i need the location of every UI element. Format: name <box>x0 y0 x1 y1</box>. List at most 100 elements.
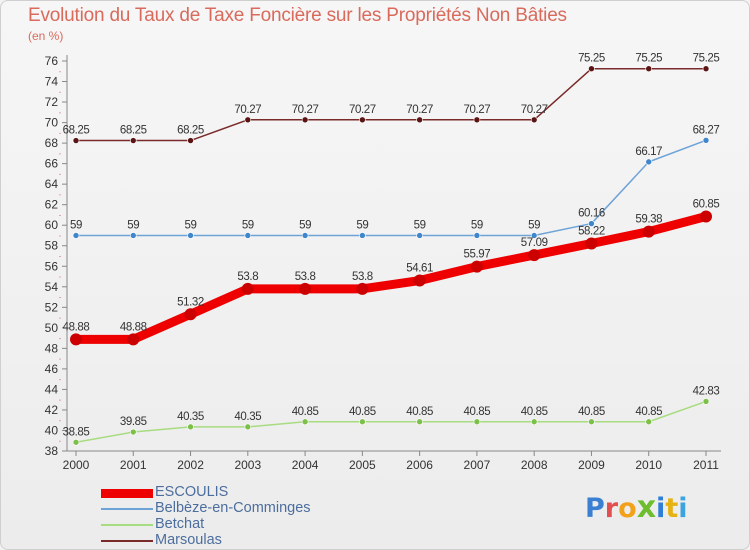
data-point <box>413 274 426 287</box>
data-label-escoulis: 59.38 <box>635 214 662 226</box>
data-label-marsoulas: 75.25 <box>635 53 662 65</box>
data-label-escoulis: 54.61 <box>406 263 433 275</box>
y-tick-label: 68 <box>45 136 59 150</box>
y-tick-label: 62 <box>45 198 59 212</box>
data-label-belb-ze-en-comminges: 66.17 <box>635 146 662 158</box>
logo-letter: r <box>604 493 619 524</box>
data-label-marsoulas: 68.25 <box>63 125 90 137</box>
x-tick-label: 2001 <box>120 458 147 472</box>
data-label-betchat: 40.85 <box>521 406 548 418</box>
y-tick-label: 56 <box>45 259 59 273</box>
y-tick-label: 48 <box>45 341 59 355</box>
y-tick-label: 76 <box>45 54 59 68</box>
logo-letter: i <box>656 493 666 524</box>
legend-swatch <box>101 524 153 526</box>
y-tick-label: 38 <box>45 444 59 458</box>
y-tick-label: 40 <box>45 423 59 437</box>
data-label-escoulis: 58.22 <box>578 225 605 237</box>
legend-item-betchat: Betchat <box>101 516 421 533</box>
data-point <box>241 282 254 295</box>
logo-letter: t <box>665 493 679 524</box>
y-tick-label: 50 <box>45 321 59 335</box>
y-tick-label: 64 <box>45 177 59 191</box>
data-label-betchat: 39.85 <box>120 416 147 428</box>
data-label-marsoulas: 70.27 <box>292 104 319 116</box>
x-tick-label: 2006 <box>406 458 433 472</box>
data-label-betchat: 40.85 <box>578 406 605 418</box>
data-point <box>359 418 366 426</box>
x-tick-label: 2002 <box>177 458 204 472</box>
data-point <box>473 116 481 124</box>
series-belb-ze-en-comminges <box>72 137 710 239</box>
data-point <box>184 308 197 321</box>
legend-swatch <box>101 488 153 498</box>
data-label-betchat: 40.85 <box>292 406 319 418</box>
legend-label: Belbèze-en-Comminges <box>155 500 311 516</box>
data-label-belb-ze-en-comminges: 59 <box>528 219 540 231</box>
data-label-belb-ze-en-comminges: 60.16 <box>578 208 605 220</box>
data-label-marsoulas: 70.27 <box>234 104 261 116</box>
data-point <box>470 260 483 273</box>
data-label-betchat: 38.85 <box>63 426 90 438</box>
data-label-betchat: 40.85 <box>406 406 433 418</box>
legend-item-marsoulas: Marsoulas <box>101 532 421 549</box>
data-label-marsoulas: 68.25 <box>177 125 204 137</box>
data-label-marsoulas: 70.27 <box>464 104 491 116</box>
logo-letter: i <box>678 493 688 524</box>
logo-letter: x <box>636 490 657 525</box>
data-point <box>702 65 710 72</box>
chart-title: Evolution du Taux de Taxe Foncière sur l… <box>28 5 567 26</box>
y-tick-label: 58 <box>45 239 59 253</box>
x-tick-label: 2010 <box>635 458 662 472</box>
data-label-belb-ze-en-comminges: 59 <box>471 219 483 231</box>
data-point <box>530 232 538 239</box>
data-point <box>356 282 369 295</box>
data-label-belb-ze-en-comminges: 68.27 <box>693 124 720 136</box>
data-point <box>530 418 538 426</box>
data-point <box>72 438 80 446</box>
y-axis-unit: (en %) <box>28 29 64 43</box>
data-point <box>301 116 309 124</box>
data-point <box>359 116 366 124</box>
data-point <box>359 232 366 239</box>
data-point <box>187 232 194 239</box>
logo-letter: P <box>585 493 605 524</box>
data-point <box>528 249 541 262</box>
series-line-belb-ze-en-comminges <box>75 139 707 237</box>
data-point <box>129 232 137 239</box>
data-point <box>299 282 312 295</box>
data-point <box>187 137 194 144</box>
legend-label: Marsoulas <box>155 532 222 548</box>
data-point <box>129 428 137 436</box>
data-point <box>473 418 481 426</box>
data-point <box>585 237 598 250</box>
data-point <box>473 232 481 239</box>
data-label-belb-ze-en-comminges: 59 <box>356 219 368 231</box>
data-point <box>588 65 595 72</box>
data-label-marsoulas: 70.27 <box>349 104 376 116</box>
logo-letter: o <box>618 493 637 524</box>
y-tick-label: 66 <box>45 157 59 171</box>
x-tick-label: 2008 <box>521 458 548 472</box>
proxiti-logo: Proxiti <box>585 490 695 530</box>
data-point <box>416 418 423 426</box>
data-label-belb-ze-en-comminges: 59 <box>242 219 254 231</box>
data-point <box>645 418 653 426</box>
x-tick-label: 2004 <box>292 458 319 472</box>
data-point <box>70 333 82 346</box>
series-betchat <box>72 398 710 446</box>
series-marsoulas <box>72 65 710 144</box>
data-point <box>645 65 653 72</box>
chart-legend: ESCOULIS Belbèze-en-Comminges Betchat Marso… <box>101 484 421 549</box>
data-point <box>244 423 252 431</box>
data-point <box>702 137 710 144</box>
y-tick-label: 42 <box>45 403 59 417</box>
series-line-marsoulas <box>75 67 707 142</box>
data-label-marsoulas: 75.25 <box>693 53 720 65</box>
data-point <box>244 116 252 124</box>
data-label-escoulis: 60.85 <box>693 198 720 210</box>
data-label-belb-ze-en-comminges: 59 <box>185 219 197 231</box>
data-label-marsoulas: 75.25 <box>578 53 605 65</box>
data-label-escoulis: 53.8 <box>237 271 258 283</box>
